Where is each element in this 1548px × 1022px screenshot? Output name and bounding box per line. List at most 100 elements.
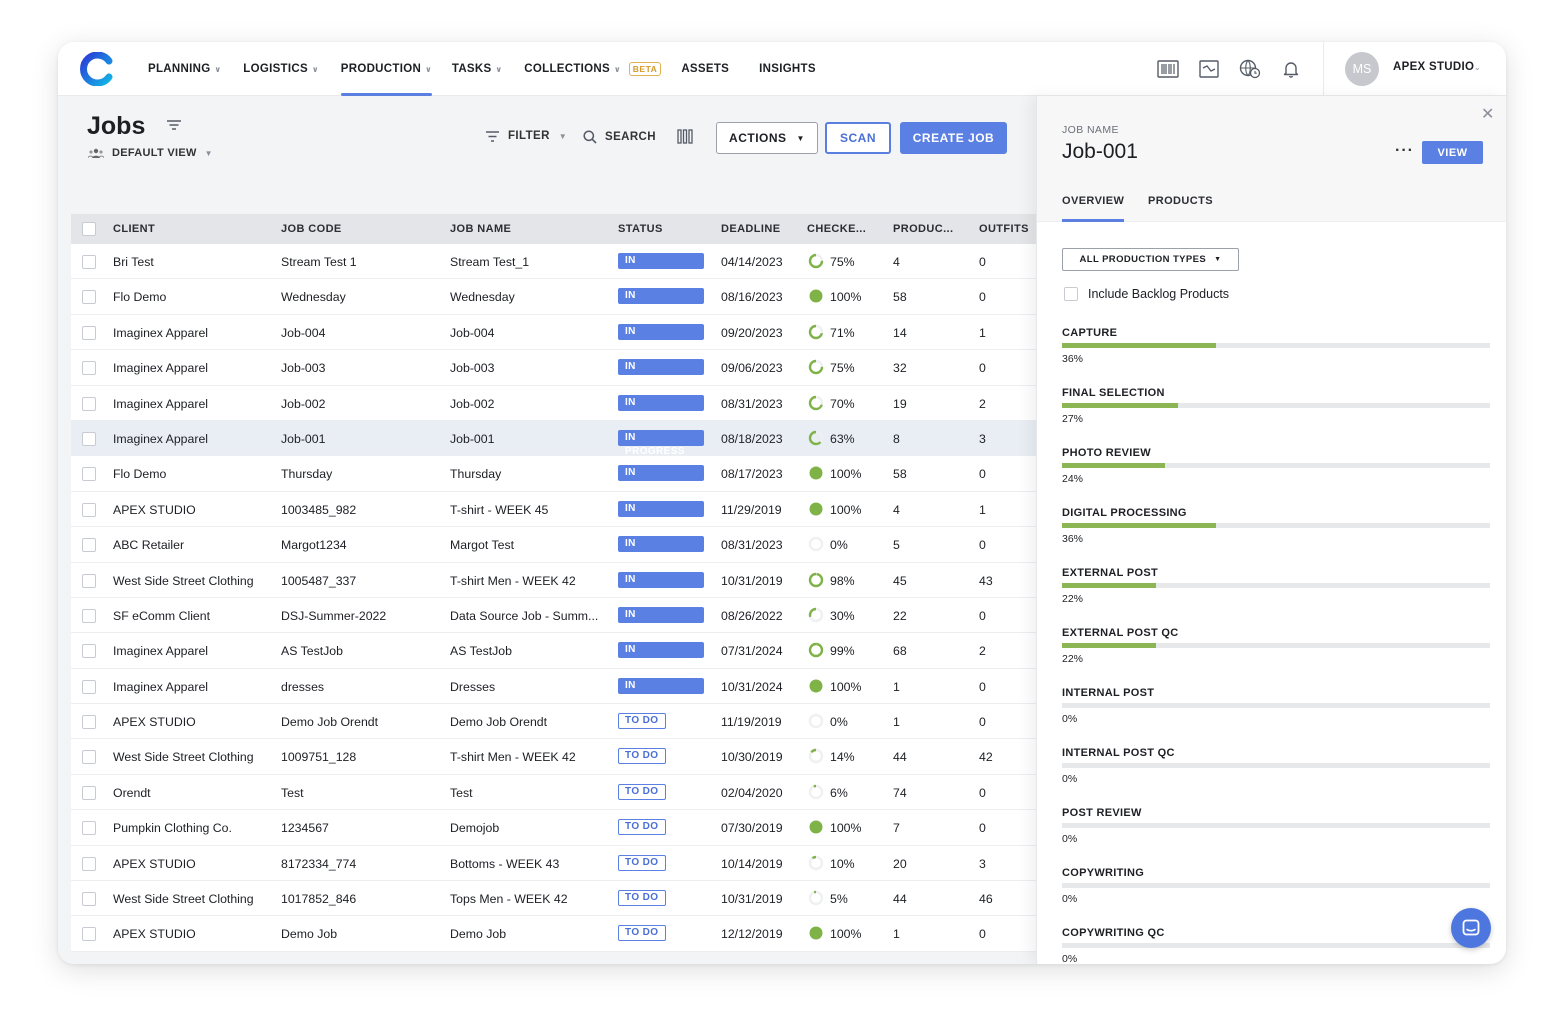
stage-progress-fill	[1062, 583, 1157, 588]
row-checkbox[interactable]	[82, 715, 96, 730]
column-header-deadline[interactable]: DEADLINE	[721, 223, 781, 235]
barcode-icon[interactable]	[1156, 57, 1180, 81]
row-checkbox[interactable]	[82, 750, 96, 765]
bell-icon[interactable]	[1279, 57, 1303, 81]
table-row[interactable]: APEX STUDIO Demo Job Demo Job 12/12/2019 1 0 T…	[71, 916, 1036, 952]
column-header-outfits[interactable]: OUTFITS	[979, 223, 1029, 235]
checked-percent: 30%	[830, 608, 855, 623]
globe-clock-icon[interactable]	[1238, 57, 1262, 81]
checked-percent: 6%	[830, 785, 848, 800]
row-checkbox[interactable]	[82, 538, 96, 553]
chevron-down-icon: ∨	[425, 64, 432, 74]
stage-percent: 0%	[1062, 833, 1078, 845]
main-nav: PLANNING ∨ LOGISTICS ∨ PRODUCTION ∨ TASKS ∨ COLL…	[148, 42, 840, 96]
table-row[interactable]: West Side Street Clothing 1017852_846 Tops…	[71, 881, 1036, 917]
table-row[interactable]: Imaginex Apparel dresses Dresses 10/31/2024…	[71, 668, 1036, 705]
nav-item-label: INSIGHTS	[759, 63, 816, 75]
table-row[interactable]: SF eComm Client DSJ-Summer-2022 Data Sourc…	[71, 597, 1036, 634]
row-checkbox[interactable]	[82, 785, 96, 800]
production-type-select[interactable]: ALL PRODUCTION TYPES ▼	[1062, 248, 1239, 271]
row-checkbox[interactable]	[82, 431, 96, 446]
row-checkbox[interactable]	[82, 892, 96, 907]
nav-item-logistics[interactable]: LOGISTICS ∨	[243, 42, 318, 96]
app-logo-icon[interactable]	[80, 52, 114, 86]
table-row[interactable]: APEX STUDIO 8172334_774 Bottoms - WEEK 43 1…	[71, 845, 1036, 882]
row-checkbox[interactable]	[82, 608, 96, 623]
row-checkbox[interactable]	[82, 290, 96, 305]
close-icon[interactable]: ✕	[1481, 106, 1495, 123]
nav-item-planning[interactable]: PLANNING ∨	[148, 42, 221, 96]
column-header-checked[interactable]: CHECKE...	[807, 223, 867, 235]
table-row[interactable]: Orendt Test Test 02/04/2020 74 0 TO DO 6%	[71, 774, 1036, 811]
products-cell: 20	[893, 856, 907, 871]
nav-item-collections[interactable]: COLLECTIONS ∨ BETA	[524, 42, 662, 96]
chat-button[interactable]	[1451, 908, 1491, 948]
client-cell: Imaginex Apparel	[113, 644, 209, 659]
sort-filter-icon[interactable]	[166, 119, 182, 133]
outfits-cell: 43	[979, 573, 993, 588]
column-header-client[interactable]: CLIENT	[113, 223, 156, 235]
row-checkbox[interactable]	[82, 396, 96, 411]
table-row[interactable]: Flo Demo Wednesday Wednesday 08/16/2023 58 0 I…	[71, 279, 1036, 315]
column-header-job-name[interactable]: JOB NAME	[450, 223, 512, 235]
view-button[interactable]: VIEW	[1422, 141, 1483, 164]
scan-button[interactable]: SCAN	[825, 122, 891, 154]
deadline-cell: 07/30/2019	[721, 821, 783, 836]
backlog-checkbox[interactable]	[1064, 287, 1078, 301]
more-options-icon[interactable]: ···	[1395, 142, 1414, 159]
checked-percent: 0%	[830, 538, 848, 553]
tab-overview[interactable]: OVERVIEW	[1062, 195, 1125, 222]
avatar[interactable]: MS	[1345, 52, 1379, 86]
progress-ring-icon	[808, 359, 824, 375]
select-all-checkbox[interactable]	[82, 222, 96, 236]
row-checkbox[interactable]	[82, 573, 96, 588]
chevron-down-icon[interactable]: ⌄	[1474, 63, 1481, 72]
view-selector[interactable]: DEFAULT VIEW ▼	[88, 147, 213, 159]
create-job-button[interactable]: CREATE JOB	[900, 122, 1007, 154]
nav-item-assets[interactable]: ASSETS	[681, 42, 729, 96]
table-row[interactable]: Bri Test Stream Test 1 Stream Test_1 04/14/…	[71, 244, 1036, 280]
row-checkbox[interactable]	[82, 325, 96, 340]
row-checkbox[interactable]	[82, 644, 96, 659]
column-header-job-code[interactable]: JOB CODE	[281, 223, 342, 235]
products-cell: 68	[893, 644, 907, 659]
table-row[interactable]: Imaginex Apparel Job-002 Job-002 08/31/2023…	[71, 385, 1036, 422]
table-row[interactable]: West Side Street Clothing 1009751_128 T-sh…	[71, 739, 1036, 775]
columns-icon[interactable]	[677, 129, 693, 144]
column-header-products[interactable]: PRODUC...	[893, 223, 954, 235]
row-checkbox[interactable]	[82, 255, 96, 269]
actions-button[interactable]: ACTIONS ▼	[716, 122, 818, 154]
table-row[interactable]: West Side Street Clothing 1005487_337 T-sh…	[71, 562, 1036, 599]
nav-item-insights[interactable]: INSIGHTS	[759, 42, 816, 96]
table-row[interactable]: Imaginex Apparel Job-003 Job-003 09/06/2023…	[71, 350, 1036, 386]
row-checkbox[interactable]	[82, 927, 96, 942]
job-name-cell: Job-003	[450, 361, 495, 376]
table-row[interactable]: ABC Retailer Margot1234 Margot Test 08/31/2…	[71, 527, 1036, 563]
job-code-cell: 8172334_774	[281, 856, 357, 871]
table-row[interactable]: APEX STUDIO Demo Job Orendt Demo Job Orend…	[71, 704, 1036, 740]
filter-button[interactable]: FILTER ▼	[486, 130, 567, 142]
row-checkbox[interactable]	[82, 679, 96, 694]
table-row[interactable]: Imaginex Apparel Job-001 Job-001 08/18/2023…	[71, 420, 1036, 457]
row-checkbox[interactable]	[82, 856, 96, 871]
row-checkbox[interactable]	[82, 821, 96, 836]
table-row[interactable]: APEX STUDIO 1003485_982 T-shirt - WEEK 45 1…	[71, 491, 1036, 528]
table-row[interactable]: Flo Demo Thursday Thursday 08/17/2023 58 0 IN …	[71, 456, 1036, 492]
progress-ring-icon	[809, 926, 823, 940]
stage-internal-post-qc: INTERNAL POST QC 0%	[1062, 747, 1490, 785]
job-code-cell: Demo Job	[281, 927, 338, 942]
row-checkbox[interactable]	[82, 467, 96, 482]
user-name[interactable]: APEX STUDIO	[1393, 61, 1475, 73]
table-row[interactable]: Imaginex Apparel AS TestJob AS TestJob 07/3…	[71, 633, 1036, 669]
job-name-cell: AS TestJob	[450, 644, 512, 659]
row-checkbox[interactable]	[82, 361, 96, 376]
table-row[interactable]: Imaginex Apparel Job-004 Job-004 09/20/2023…	[71, 314, 1036, 351]
search-button[interactable]: SEARCH	[583, 130, 656, 144]
column-header-status[interactable]: STATUS	[618, 223, 663, 235]
table-row[interactable]: Pumpkin Clothing Co. 1234567 Demojob 07/30/…	[71, 810, 1036, 846]
tab-products[interactable]: PRODUCTS	[1148, 195, 1213, 207]
row-checkbox[interactable]	[82, 502, 96, 517]
nav-item-production[interactable]: PRODUCTION ∨	[340, 42, 432, 96]
chart-icon[interactable]	[1197, 57, 1221, 81]
nav-item-tasks[interactable]: TASKS ∨	[452, 42, 502, 96]
